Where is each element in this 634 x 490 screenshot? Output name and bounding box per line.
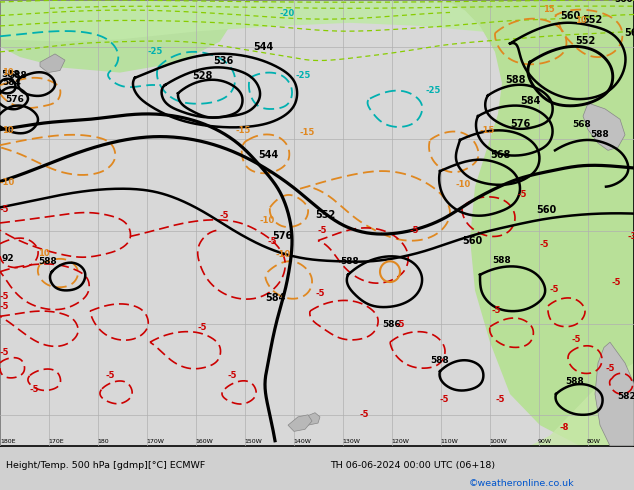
Text: -5: -5 bbox=[492, 306, 501, 315]
Text: -15: -15 bbox=[480, 126, 495, 135]
Text: TH 06-06-2024 00:00 UTC (06+18): TH 06-06-2024 00:00 UTC (06+18) bbox=[330, 461, 495, 470]
Text: -5: -5 bbox=[395, 319, 404, 329]
Text: -5: -5 bbox=[228, 371, 238, 381]
Text: -10: -10 bbox=[0, 177, 15, 187]
Polygon shape bbox=[530, 363, 634, 446]
Text: 560: 560 bbox=[536, 205, 556, 215]
Text: ©weatheronline.co.uk: ©weatheronline.co.uk bbox=[469, 479, 575, 488]
Text: -25: -25 bbox=[148, 47, 164, 56]
Text: -15: -15 bbox=[235, 126, 250, 135]
Text: 180E: 180E bbox=[0, 439, 15, 444]
Text: -5: -5 bbox=[315, 289, 325, 297]
Text: -5: -5 bbox=[220, 211, 230, 220]
Text: 560: 560 bbox=[560, 11, 580, 21]
Text: 120W: 120W bbox=[391, 439, 409, 444]
Text: 552: 552 bbox=[575, 36, 595, 46]
Text: -15: -15 bbox=[300, 128, 315, 137]
Text: -5: -5 bbox=[30, 385, 39, 394]
Text: 588: 588 bbox=[430, 356, 449, 365]
Polygon shape bbox=[288, 415, 312, 431]
Text: 180: 180 bbox=[97, 439, 108, 444]
Text: 588: 588 bbox=[565, 377, 584, 386]
Polygon shape bbox=[595, 342, 634, 446]
Text: -10: -10 bbox=[275, 250, 290, 259]
Text: -5: -5 bbox=[440, 395, 450, 404]
Text: 100W: 100W bbox=[489, 439, 507, 444]
Text: -5: -5 bbox=[540, 240, 550, 249]
Text: 150W: 150W bbox=[244, 439, 262, 444]
Text: 90W: 90W bbox=[538, 439, 552, 444]
Text: 544: 544 bbox=[258, 149, 278, 160]
Text: 110W: 110W bbox=[440, 439, 458, 444]
Text: 15: 15 bbox=[543, 5, 555, 14]
Polygon shape bbox=[0, 0, 634, 42]
Text: 576: 576 bbox=[510, 119, 530, 128]
Text: 586: 586 bbox=[382, 319, 401, 329]
Polygon shape bbox=[302, 413, 320, 425]
Text: 568: 568 bbox=[490, 149, 510, 160]
Text: 588: 588 bbox=[8, 71, 27, 80]
Text: 560: 560 bbox=[624, 28, 634, 38]
Text: 588: 588 bbox=[1, 70, 20, 79]
Text: 588: 588 bbox=[590, 130, 609, 139]
Text: 584: 584 bbox=[520, 96, 540, 106]
Text: -25: -25 bbox=[295, 71, 311, 80]
Text: -3: -3 bbox=[628, 231, 634, 241]
Text: 10: 10 bbox=[38, 249, 49, 258]
Text: -5: -5 bbox=[198, 323, 207, 332]
Text: -5: -5 bbox=[496, 395, 505, 404]
Text: 560: 560 bbox=[462, 236, 482, 245]
Text: 584: 584 bbox=[2, 78, 21, 87]
Text: -5: -5 bbox=[0, 292, 10, 301]
Text: 80W: 80W bbox=[587, 439, 601, 444]
Polygon shape bbox=[583, 104, 625, 150]
Text: -5: -5 bbox=[410, 226, 420, 235]
Text: 584: 584 bbox=[265, 293, 285, 303]
Text: -8: -8 bbox=[560, 423, 569, 432]
Text: 10: 10 bbox=[2, 68, 13, 76]
Text: 130W: 130W bbox=[342, 439, 360, 444]
Text: 528: 528 bbox=[192, 71, 212, 81]
Text: -10: -10 bbox=[260, 216, 275, 225]
Text: 536: 536 bbox=[213, 56, 233, 66]
Text: -10: -10 bbox=[455, 180, 470, 189]
Text: 544: 544 bbox=[253, 42, 273, 52]
Text: 588: 588 bbox=[492, 256, 511, 266]
Text: -5: -5 bbox=[550, 286, 559, 294]
Polygon shape bbox=[440, 0, 634, 446]
Text: -5: -5 bbox=[572, 335, 581, 344]
Text: -5: -5 bbox=[318, 226, 328, 235]
Text: 588: 588 bbox=[340, 257, 359, 267]
Text: -5: -5 bbox=[0, 302, 10, 311]
Text: 170W: 170W bbox=[146, 439, 164, 444]
Text: -5: -5 bbox=[0, 204, 10, 214]
Text: 560: 560 bbox=[614, 0, 633, 4]
Text: 582: 582 bbox=[617, 392, 634, 401]
Text: -5: -5 bbox=[0, 347, 10, 357]
Text: 170E: 170E bbox=[48, 439, 63, 444]
Text: 576: 576 bbox=[272, 230, 292, 241]
Text: 576: 576 bbox=[5, 95, 24, 103]
Text: -5: -5 bbox=[360, 410, 370, 419]
Text: Height/Temp. 500 hPa [gdmp][°C] ECMWF: Height/Temp. 500 hPa [gdmp][°C] ECMWF bbox=[6, 461, 205, 470]
Text: 10: 10 bbox=[575, 16, 586, 25]
Text: -5: -5 bbox=[268, 237, 278, 245]
Text: 92: 92 bbox=[2, 254, 15, 263]
Text: -5: -5 bbox=[605, 364, 614, 373]
Text: 588: 588 bbox=[505, 75, 526, 85]
Polygon shape bbox=[40, 54, 65, 73]
Text: -25: -25 bbox=[425, 86, 441, 96]
Text: 588: 588 bbox=[38, 257, 57, 267]
Text: 552: 552 bbox=[582, 15, 602, 25]
Text: 552: 552 bbox=[315, 210, 335, 220]
Text: 568: 568 bbox=[572, 120, 591, 128]
Text: 160W: 160W bbox=[195, 439, 213, 444]
Text: -5: -5 bbox=[612, 278, 621, 287]
Text: -5: -5 bbox=[518, 190, 527, 199]
Text: 10: 10 bbox=[2, 126, 13, 135]
Text: -20: -20 bbox=[280, 8, 295, 18]
Text: -5: -5 bbox=[105, 371, 115, 381]
Text: 140W: 140W bbox=[293, 439, 311, 444]
Polygon shape bbox=[0, 0, 240, 73]
